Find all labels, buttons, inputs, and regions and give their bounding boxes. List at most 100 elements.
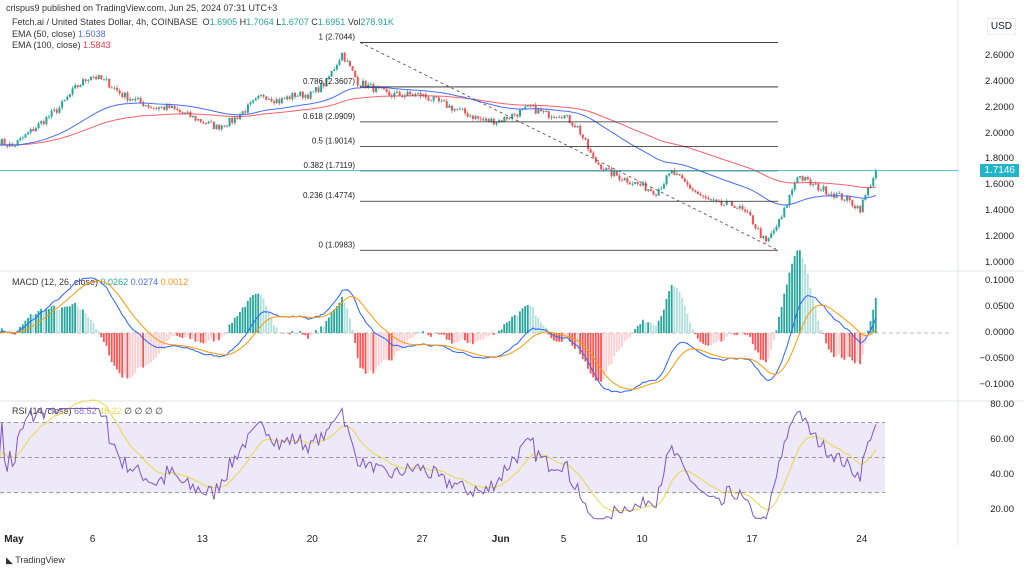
macd-histogram-bar xyxy=(594,333,597,381)
candle xyxy=(573,125,576,128)
macd-histogram-bar xyxy=(68,306,71,333)
macd-histogram-bar xyxy=(587,333,589,369)
candle xyxy=(555,117,558,119)
candle xyxy=(644,182,647,191)
candle xyxy=(626,178,629,183)
macd-histogram-bar xyxy=(63,306,66,333)
candle xyxy=(191,115,194,118)
macd-histogram-bar xyxy=(448,333,451,341)
macd-histogram-bar xyxy=(401,333,404,350)
candle xyxy=(660,188,663,190)
candle xyxy=(579,125,582,135)
macd-histogram-bar xyxy=(252,295,254,333)
candle xyxy=(244,111,247,113)
macd-histogram-bar xyxy=(270,318,273,333)
candle xyxy=(249,102,252,105)
rsi-ma-value: 48.22 xyxy=(99,406,122,416)
currency-label[interactable]: USD xyxy=(986,18,1016,35)
macd-histogram-bar xyxy=(304,333,307,336)
candle xyxy=(490,118,493,122)
time-tick: May xyxy=(4,534,24,545)
macd-histogram-bar xyxy=(532,307,534,333)
macd-histogram-bar xyxy=(155,333,158,358)
macd-histogram-bar xyxy=(607,333,610,366)
price-tick: 2.4000 xyxy=(984,75,1014,87)
macd-histogram-bar xyxy=(341,296,343,333)
macd-histogram-bar xyxy=(872,309,875,333)
candle xyxy=(851,200,854,206)
macd-histogram-bar xyxy=(793,255,796,333)
macd-histogram-bar xyxy=(32,314,35,333)
candle xyxy=(487,118,490,122)
macd-histogram-bar xyxy=(163,333,165,348)
candle xyxy=(432,96,435,101)
macd-histogram-bar xyxy=(55,309,58,333)
macd-line xyxy=(0,277,877,393)
macd-histogram-bar xyxy=(521,308,524,333)
macd-histogram-bar xyxy=(160,333,163,349)
macd-histogram-bar xyxy=(178,333,181,337)
macd-histogram-bar xyxy=(681,298,684,333)
candle xyxy=(437,97,440,102)
macd-legend[interactable]: MACD (12, 26, close) 0.0262 0.0274 0.001… xyxy=(12,277,188,287)
candle xyxy=(647,189,650,191)
candle xyxy=(126,92,129,101)
candle xyxy=(553,117,556,118)
candle xyxy=(662,184,665,189)
candle xyxy=(291,92,294,99)
macd-histogram-bar xyxy=(197,333,199,342)
macd-histogram-bar xyxy=(542,325,545,333)
macd-histogram-bar xyxy=(655,325,657,333)
macd-histogram-bar xyxy=(157,333,160,354)
candle xyxy=(435,96,438,98)
candle xyxy=(288,96,291,99)
candle xyxy=(341,52,344,61)
macd-histogram-bar xyxy=(414,333,417,336)
candle xyxy=(45,117,48,125)
candle xyxy=(328,76,330,79)
candle xyxy=(479,118,482,120)
candle xyxy=(27,132,30,135)
low-label: L xyxy=(276,17,282,27)
macd-histogram-bar xyxy=(50,306,53,333)
macd-histogram-bar xyxy=(152,333,155,361)
ema50-legend[interactable]: EMA (50, close) 1.5038 xyxy=(12,29,106,39)
ema100-line xyxy=(0,95,876,189)
candle xyxy=(322,83,325,87)
macd-histogram-bar xyxy=(778,316,780,333)
candle xyxy=(66,96,69,100)
candle xyxy=(610,168,613,177)
ema100-value: 1.5843 xyxy=(83,40,111,50)
macd-histogram-bar xyxy=(338,302,341,333)
candle xyxy=(450,105,453,111)
macd-histogram-bar xyxy=(456,333,459,343)
macd-histogram-bar xyxy=(280,332,283,333)
rsi-line xyxy=(0,407,877,520)
macd-histogram-bar xyxy=(34,313,37,333)
candle xyxy=(293,92,296,97)
candle xyxy=(524,106,527,109)
macd-histogram-bar xyxy=(835,333,838,357)
macd-histogram-bar xyxy=(623,333,626,342)
ema100-legend[interactable]: EMA (100, close) 1.5843 xyxy=(12,40,111,50)
symbol-name[interactable]: Fetch.ai / United States Dollar, 4h, COI… xyxy=(12,17,198,27)
macd-histogram-bar xyxy=(767,333,770,359)
macd-histogram-bar xyxy=(516,315,519,333)
candle xyxy=(254,98,257,101)
macd-histogram-bar xyxy=(92,323,95,333)
macd-histogram-bar xyxy=(390,333,393,361)
candle xyxy=(605,167,608,171)
macd-histogram-bar xyxy=(121,333,124,378)
candle xyxy=(136,97,139,99)
macd-histogram-bar xyxy=(110,333,113,363)
macd-histogram-bar xyxy=(736,333,738,336)
candle xyxy=(458,108,461,110)
candle xyxy=(495,122,498,125)
candle xyxy=(393,93,396,97)
macd-histogram-bar xyxy=(184,333,186,338)
macd-histogram-bar xyxy=(458,333,461,342)
macd-histogram-bar xyxy=(513,314,516,333)
open-value: 1.6905 xyxy=(209,17,238,27)
candle xyxy=(325,78,328,87)
